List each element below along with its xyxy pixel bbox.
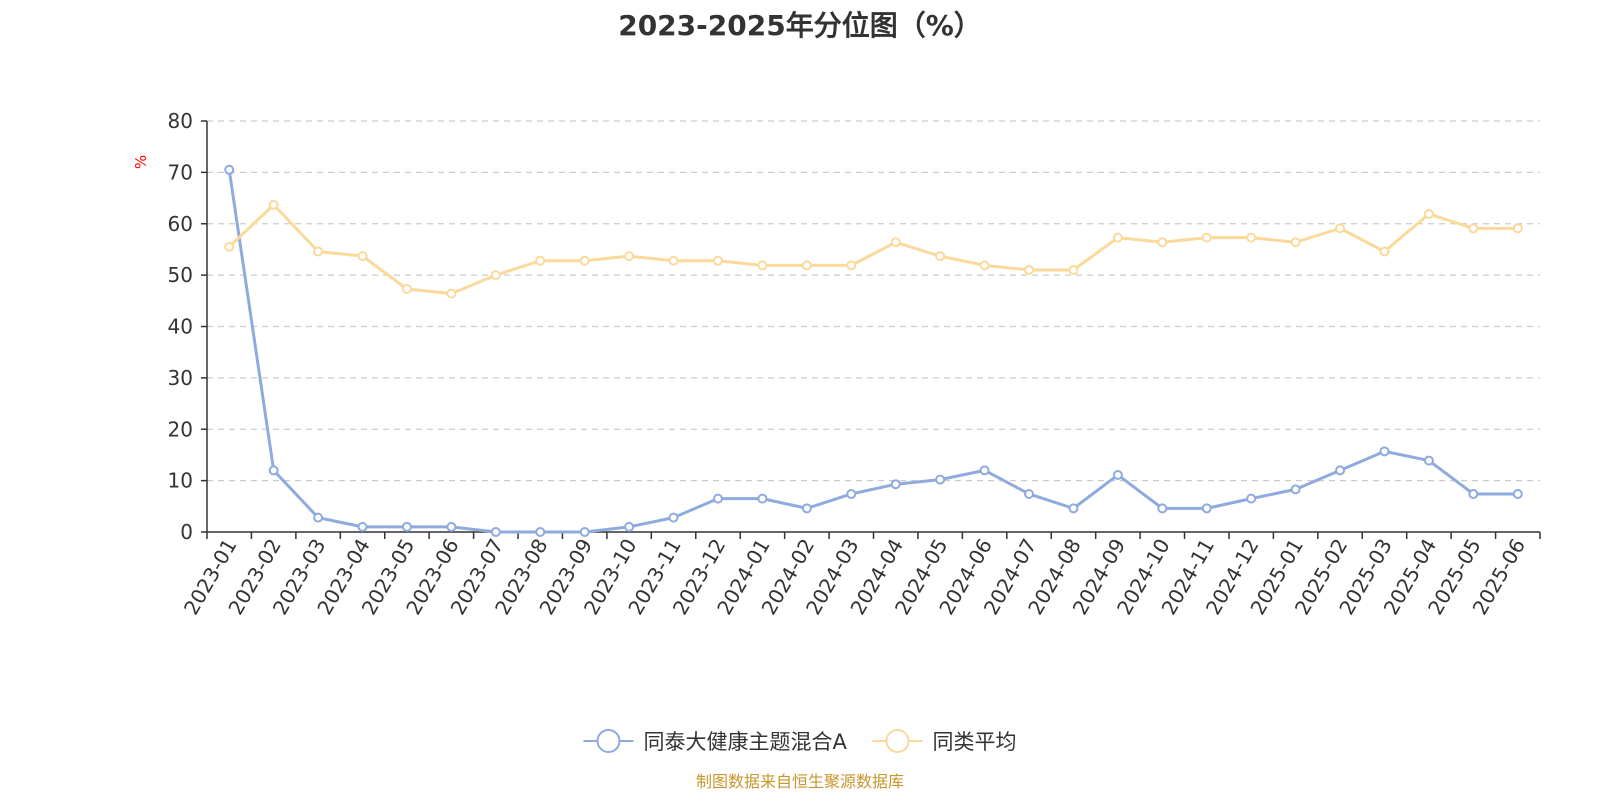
data-point-s0-5[interactable] xyxy=(446,521,457,532)
data-point-s1-3[interactable] xyxy=(357,251,368,262)
data-point-s1-25[interactable] xyxy=(1335,223,1346,234)
data-point-s1-24[interactable] xyxy=(1290,237,1301,248)
data-point-s1-13[interactable] xyxy=(801,260,812,271)
data-point-s0-21[interactable] xyxy=(1157,503,1168,514)
data-point-s0-20[interactable] xyxy=(1112,469,1123,480)
data-point-s1-4[interactable] xyxy=(401,283,412,294)
data-point-s1-15[interactable] xyxy=(890,237,901,248)
y-axis-unit: % xyxy=(132,155,150,169)
axes: 010203040506070802023-012023-022023-0320… xyxy=(168,109,1541,619)
data-point-s0-10[interactable] xyxy=(668,512,679,523)
data-point-s0-4[interactable] xyxy=(401,521,412,532)
data-point-s1-6[interactable] xyxy=(490,270,501,281)
data-point-s1-29[interactable] xyxy=(1512,223,1523,234)
data-point-s0-24[interactable] xyxy=(1290,484,1301,495)
data-point-s1-12[interactable] xyxy=(757,260,768,271)
data-point-s0-1[interactable] xyxy=(268,465,279,476)
y-tick-label: 30 xyxy=(168,366,193,390)
data-point-s1-11[interactable] xyxy=(712,255,723,266)
legend-label: 同类平均 xyxy=(933,730,1017,754)
data-point-s1-10[interactable] xyxy=(668,255,679,266)
legend-marker xyxy=(885,729,910,753)
data-point-s0-6[interactable] xyxy=(490,527,501,537)
legend[interactable]: 同泰大健康主题混合A 同类平均 xyxy=(583,729,1017,754)
data-point-s0-25[interactable] xyxy=(1335,465,1346,476)
data-point-s1-23[interactable] xyxy=(1246,232,1257,243)
data-point-s1-20[interactable] xyxy=(1112,232,1123,243)
legend-item-0[interactable]: 同泰大健康主题混合A xyxy=(583,729,848,754)
data-point-s0-3[interactable] xyxy=(357,521,368,532)
data-point-s0-16[interactable] xyxy=(935,474,946,485)
data-point-s1-19[interactable] xyxy=(1068,264,1079,275)
data-point-s0-23[interactable] xyxy=(1246,493,1257,504)
series-line-0 xyxy=(227,168,1520,534)
data-point-s0-18[interactable] xyxy=(1024,488,1035,499)
data-point-s1-17[interactable] xyxy=(979,260,990,271)
data-point-s1-21[interactable] xyxy=(1157,237,1168,248)
data-point-s0-9[interactable] xyxy=(624,521,635,532)
data-point-s1-22[interactable] xyxy=(1201,232,1212,243)
data-point-s0-19[interactable] xyxy=(1068,503,1079,514)
data-point-s0-29[interactable] xyxy=(1512,488,1523,499)
data-point-s1-18[interactable] xyxy=(1024,264,1035,275)
y-tick-label: 0 xyxy=(180,520,193,544)
legend-label: 同泰大健康主题混合A xyxy=(644,730,848,754)
legend-item-1[interactable]: 同类平均 xyxy=(872,729,1017,754)
data-point-s0-2[interactable] xyxy=(313,512,324,523)
y-tick-label: 40 xyxy=(168,315,193,339)
data-point-s1-26[interactable] xyxy=(1379,246,1390,257)
data-point-s0-26[interactable] xyxy=(1379,446,1390,457)
series-layer xyxy=(224,164,1523,537)
data-point-s1-28[interactable] xyxy=(1468,223,1479,234)
data-point-s0-14[interactable] xyxy=(846,488,857,499)
data-point-s0-17[interactable] xyxy=(979,465,990,476)
data-point-s0-13[interactable] xyxy=(801,503,812,514)
y-tick-label: 50 xyxy=(168,263,193,287)
y-tick-label: 80 xyxy=(168,109,193,133)
series-line-1 xyxy=(227,203,1520,296)
data-point-s0-12[interactable] xyxy=(757,493,768,504)
y-tick-label: 70 xyxy=(168,160,193,184)
data-point-s1-2[interactable] xyxy=(313,246,324,257)
data-point-s0-0[interactable] xyxy=(224,164,235,175)
chart-title: 2023-2025年分位图（%） xyxy=(618,9,982,42)
data-point-s1-1[interactable] xyxy=(268,199,279,210)
data-point-s1-14[interactable] xyxy=(846,260,857,271)
data-point-s1-8[interactable] xyxy=(579,255,590,266)
data-point-s0-11[interactable] xyxy=(712,493,723,504)
data-point-s1-0[interactable] xyxy=(224,241,235,252)
y-tick-label: 60 xyxy=(168,212,193,236)
data-point-s1-16[interactable] xyxy=(935,251,946,262)
data-point-s0-22[interactable] xyxy=(1201,503,1212,514)
data-point-s1-27[interactable] xyxy=(1423,208,1434,219)
legend-marker xyxy=(596,729,621,753)
source-note: 制图数据来自恒生聚源数据库 xyxy=(695,772,904,791)
data-point-s0-27[interactable] xyxy=(1423,455,1434,466)
data-point-s1-7[interactable] xyxy=(535,255,546,266)
data-point-s0-7[interactable] xyxy=(535,527,546,537)
data-point-s0-28[interactable] xyxy=(1468,488,1479,499)
y-tick-label: 10 xyxy=(168,469,193,493)
data-point-s1-9[interactable] xyxy=(624,251,635,262)
data-point-s0-8[interactable] xyxy=(579,527,590,537)
data-point-s0-15[interactable] xyxy=(890,479,901,490)
grid-lines xyxy=(207,120,1540,482)
data-point-s1-5[interactable] xyxy=(446,288,457,299)
y-tick-label: 20 xyxy=(168,417,193,441)
